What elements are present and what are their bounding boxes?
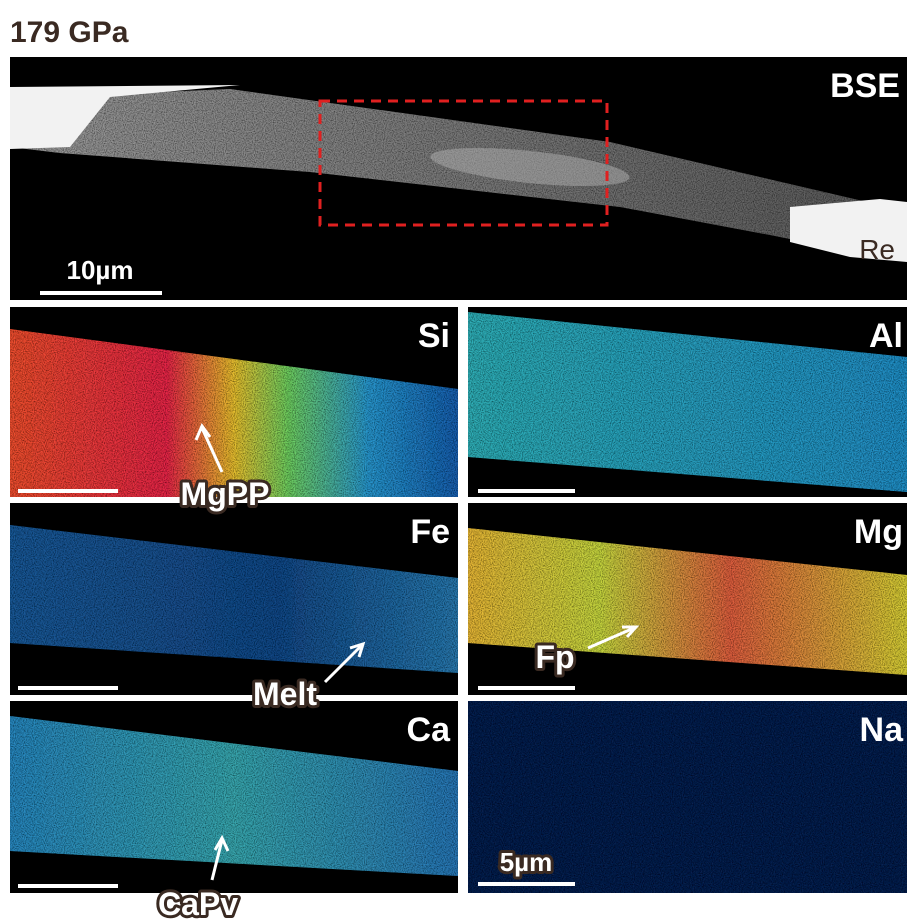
annotation: Fp — [535, 639, 574, 675]
fe-map: Fe — [10, 503, 458, 695]
figure-title: 179 GPa — [10, 16, 129, 49]
ca-map: Ca — [10, 701, 458, 893]
na-map: Na 5µm — [468, 701, 907, 893]
annotation: MgPP — [181, 476, 270, 512]
panel-label: Fe — [410, 513, 450, 551]
scale-bar-label: 10µm — [66, 255, 133, 285]
al-map: Al — [468, 307, 907, 497]
annotation: Melt — [253, 676, 317, 712]
panel-label: Mg — [854, 513, 903, 551]
si-map: Si — [10, 307, 458, 497]
sample-label: Re — [859, 234, 895, 265]
panel-label: Al — [869, 317, 903, 355]
annotation: CaPv — [158, 886, 238, 920]
panel-label: Si — [418, 317, 450, 355]
mg-map: Mg — [468, 503, 907, 695]
panel-label: Ca — [407, 711, 452, 749]
bse-panel: BSE Re 10µm — [10, 57, 907, 300]
panel-label: Na — [860, 711, 905, 749]
figure: 179 GPa BSE Re 10µm Si Al Fe Mg — [0, 0, 907, 920]
panel-label: BSE — [830, 67, 900, 105]
scale-bar-label: 5µm — [500, 847, 553, 877]
